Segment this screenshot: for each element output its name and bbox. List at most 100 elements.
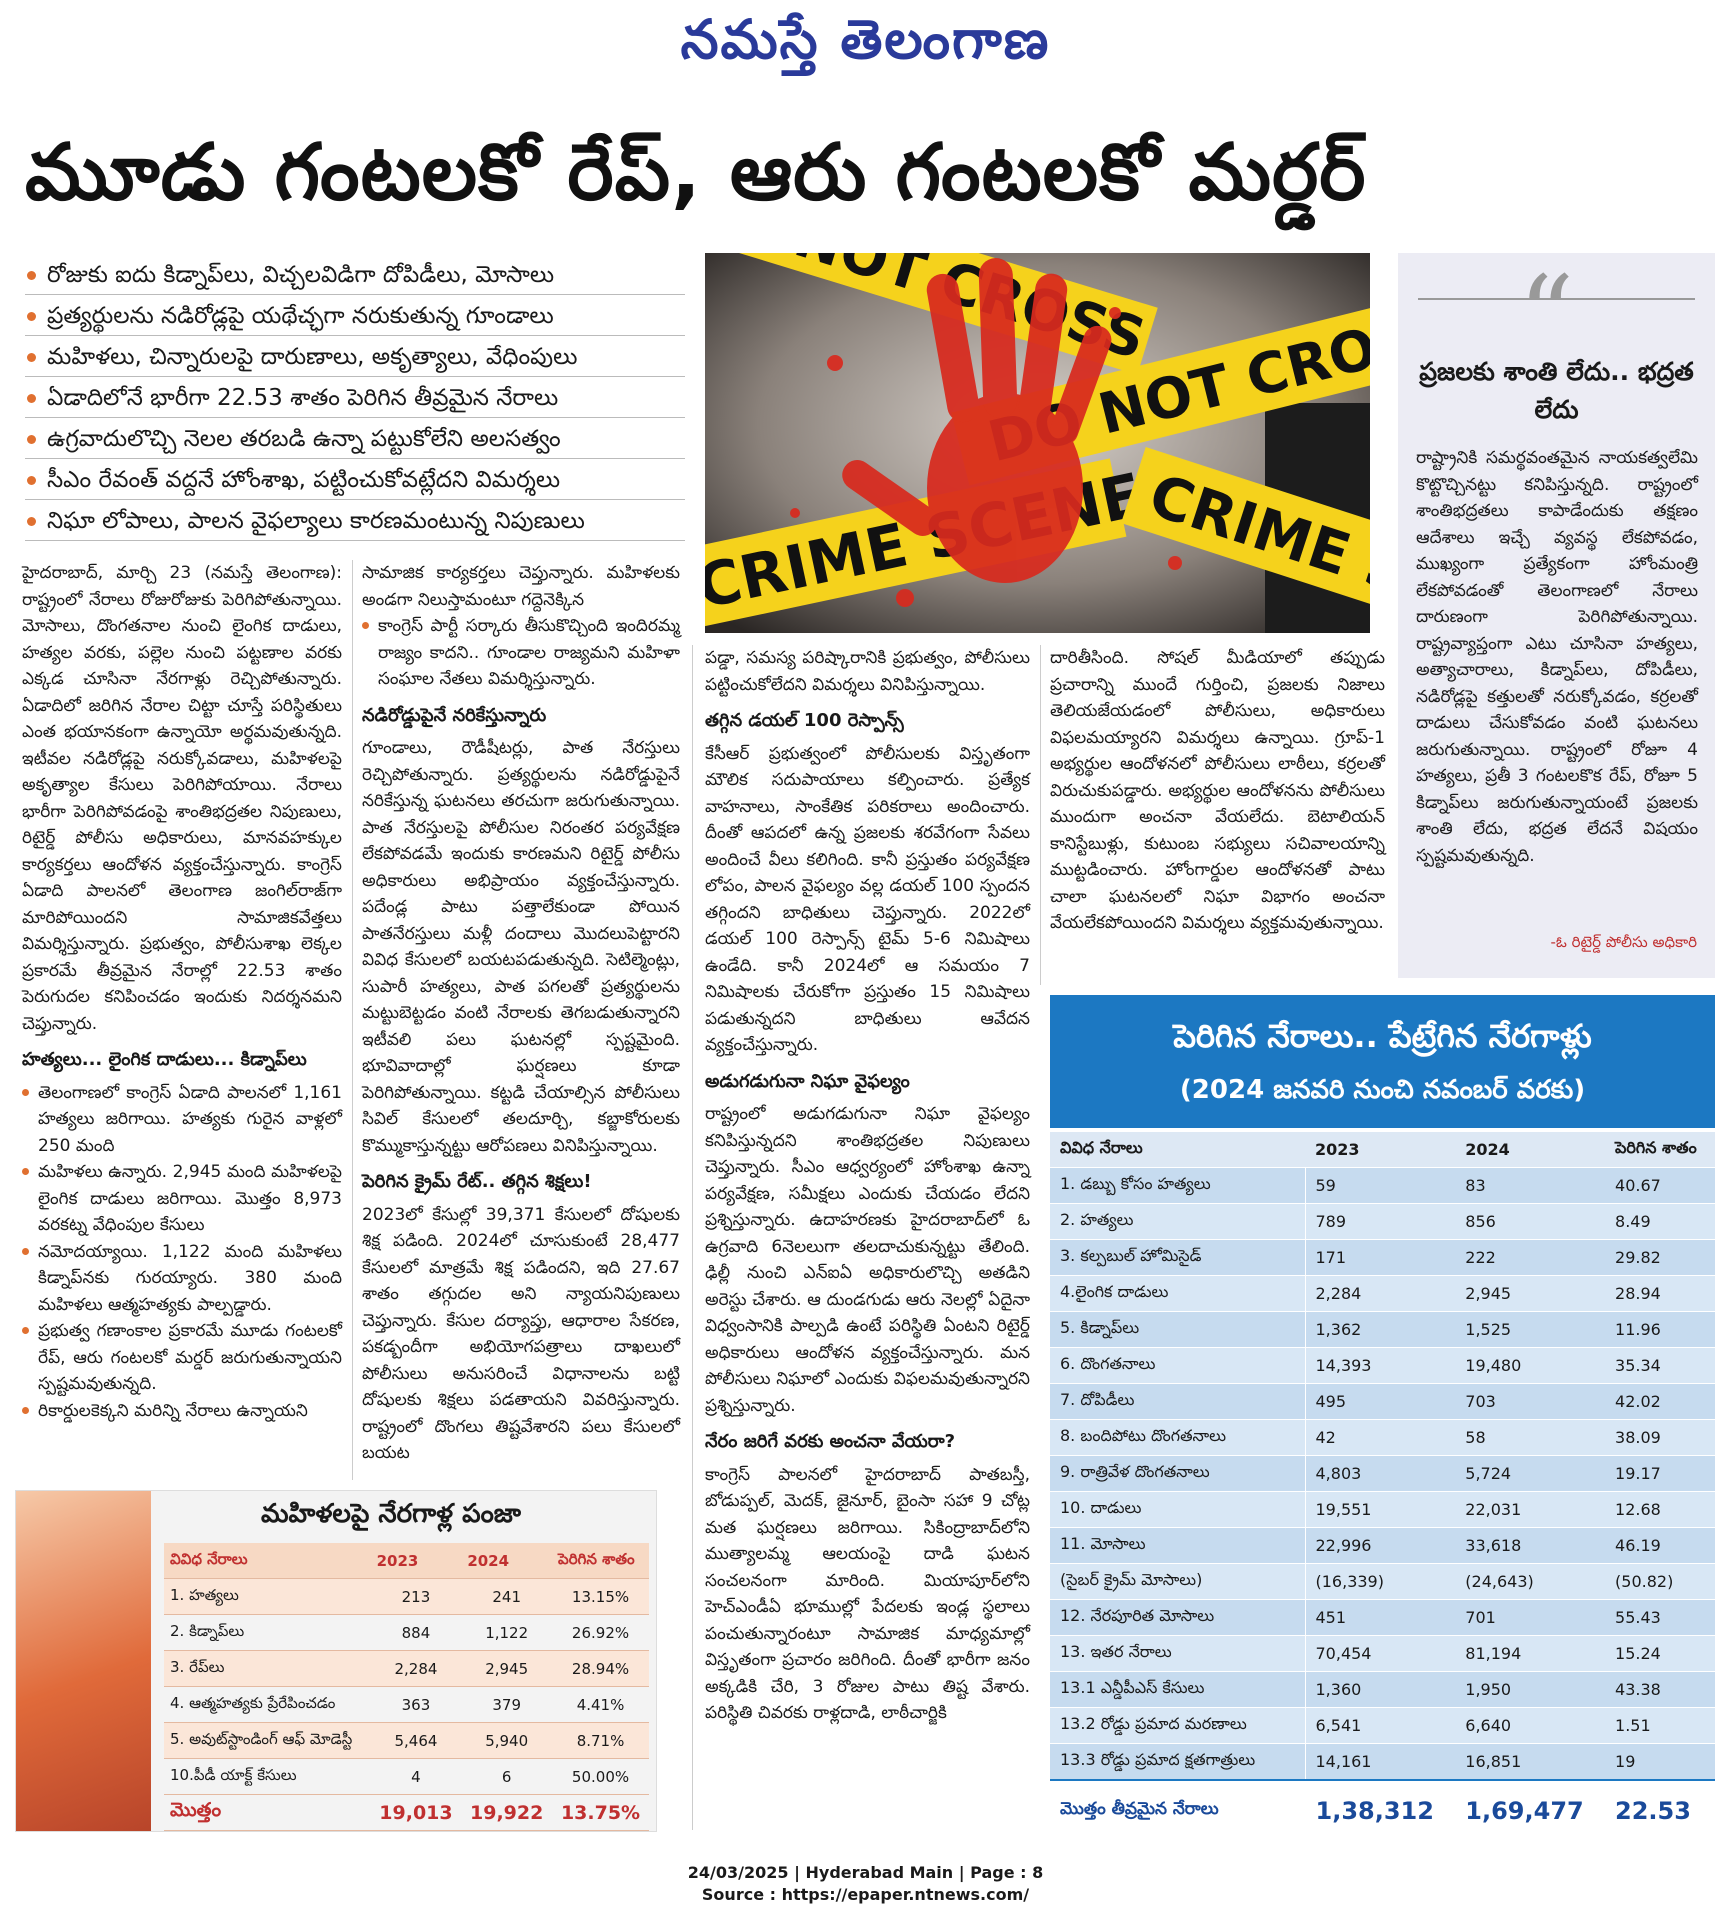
cell: 13.3 రోడ్డు ప్రమాద క్షతగాత్రులు [1050, 1743, 1306, 1781]
red-handprint [790, 258, 1182, 607]
table-row: 13. ఇతర నేరాలు 70,454 81,194 15.24 [1050, 1635, 1715, 1672]
header-cell: పెరిగిన శాతం [1605, 1132, 1715, 1168]
bullet-paragraph: రికార్డులకెక్కని మరిన్ని నేరాలు ఉన్నాయని [22, 1398, 342, 1425]
cell: 2,284 [370, 1650, 462, 1687]
cell: 29.82 [1605, 1239, 1715, 1276]
cell: 83 [1455, 1167, 1606, 1204]
cell: 1,525 [1455, 1311, 1606, 1348]
bullet-paragraph: కాంగ్రెస్ పార్టీ సర్కారు తీసుకొచ్చింది ఇ… [362, 613, 680, 693]
cell: 379 [461, 1686, 553, 1723]
cell: 789 [1305, 1203, 1456, 1240]
cell: 26.92% [552, 1614, 649, 1651]
bullet-item: ఏడాదిలోనే భారీగా 22.53 శాతం పెరిగిన తీవ్… [25, 381, 685, 418]
cell: 14,393 [1305, 1347, 1456, 1384]
cell: 2. హత్యలు [1050, 1203, 1306, 1240]
table-row: 2. హత్యలు 789 856 8.49 [1050, 1203, 1715, 1240]
article-column-2: సామాజిక కార్యకర్తలు చెప్తున్నారు. మహిళలక… [362, 560, 680, 1467]
cell: 58 [1455, 1419, 1606, 1456]
cell: 8. బందిపోటు దొంగతనాలు [1050, 1419, 1306, 1456]
cell: 6,640 [1455, 1707, 1606, 1744]
cell: 9. రాత్రివేళ దొంగతనాలు [1050, 1455, 1306, 1492]
footer-edition: 24/03/2025 | Hyderabad Main | Page : 8 [687, 1863, 1044, 1882]
table-row: (సైబర్ క్రైమ్ మోసాలు) (16,339) (24,643) (50… [1050, 1563, 1715, 1600]
cell: మొత్తం తీవ్రమైన నేరాలు [1050, 1779, 1306, 1842]
subheading: అడుగడుగునా నిఘా వైఫల్యం [705, 1070, 910, 1092]
bullet-item: నిఘా లోపాలు, పాలన వైఫల్యాలు కారణమంటున్న … [25, 504, 685, 541]
cell: 171 [1305, 1239, 1456, 1276]
cell: (50.82) [1605, 1563, 1715, 1600]
quote-mark-icon: “ [1518, 252, 1575, 380]
table-total-row: మొత్తం 19,013 19,922 13.75% [164, 1794, 649, 1831]
cell: 16,851 [1455, 1743, 1606, 1781]
table-row: 5. అవుట్‌స్టాండింగ్ ఆఫ్ మోడెస్టీ 5,464 5,9… [164, 1722, 649, 1759]
table-row: 1. హత్యలు 213 241 13.15% [164, 1578, 649, 1615]
cell: 2,284 [1305, 1275, 1456, 1312]
crime-stats-table: వివిధ నేరాలు 2023 2024 పెరిగిన శాతం 1. డ… [1050, 1132, 1715, 1842]
paragraph: కాంగ్రెస్ పాలనలో హైదరాబాద్ పాతబస్తీ, బోడ… [705, 1464, 1030, 1724]
table-row: 4.లైంగిక దాడులు 2,284 2,945 28.94 [1050, 1275, 1715, 1312]
header-cell: 2023 [1305, 1132, 1456, 1168]
cell: 1.51 [1605, 1707, 1715, 1744]
column-divider [692, 645, 693, 1830]
women-crimes-box: మహిళలపై నేరగాళ్ల పంజా వివిధ నేరాలు 2023 … [15, 1490, 657, 1832]
cell: 2,945 [461, 1650, 553, 1687]
header-cell: 2024 [461, 1543, 553, 1579]
paragraph: రాష్ట్రంలో అడుగడుగునా నిఘా వైఫల్యం కనిపి… [705, 1104, 1030, 1416]
cell: 4.లైంగిక దాడులు [1050, 1275, 1306, 1312]
article-column-1: హైదరాబాద్, మార్చి 23 (నమస్తే తెలంగాణ): ర… [22, 560, 342, 1424]
cell: 28.94 [1605, 1275, 1715, 1312]
cell: 1,950 [1455, 1671, 1606, 1708]
paragraph: పడ్డా, సమస్య పరిష్కారానికి ప్రభుత్వం, పో… [705, 648, 1030, 695]
table-row: 4. ఆత్మహత్యకు ప్రేరేపించడం 363 379 4.41% [164, 1686, 649, 1723]
table-row: 10.పీడీ యాక్ట్ కేసులు 4 6 50.00% [164, 1758, 649, 1795]
bullet-item: ఉగ్రవాదులొచ్చి నెలల తరబడి ఉన్నా పట్టుకోల… [25, 422, 685, 459]
cell: 22,031 [1455, 1491, 1606, 1528]
table-row: 1. డబ్బు కోసం హత్యలు 59 83 40.67 [1050, 1167, 1715, 1204]
masthead-logo: నమస్తే తెలంగాణ [680, 8, 1051, 71]
cell: 1,360 [1305, 1671, 1456, 1708]
bullet-item: సీఎం రేవంత్ వద్దనే హోంశాఖ, పట్టించుకోవట్… [25, 463, 685, 500]
cell: 701 [1455, 1599, 1606, 1636]
cell: 884 [370, 1614, 462, 1651]
cell: 19,013 [370, 1794, 462, 1831]
article-column-4: దారితీసింది. సోషల్ మీడియాలో తప్పుడు ప్రచ… [1050, 645, 1385, 937]
quote-body: రాష్ట్రానికి సమర్థవంతమైన నాయకత్వలేమి కొట… [1416, 448, 1698, 866]
column-divider [352, 560, 353, 1480]
table-row: 5. కిడ్నాప్‌లు 1,362 1,525 11.96 [1050, 1311, 1715, 1348]
table-row: 13.1 ఎన్డీపీఎస్ కేసులు 1,360 1,950 43.38 [1050, 1671, 1715, 1708]
headline: మూడు గంటలకో రేప్, ఆరు గంటలకో మర్డర్ [25, 128, 1367, 218]
header-cell: 2024 [1455, 1132, 1606, 1168]
table-row: 2. కిడ్నాప్‌లు 884 1,122 26.92% [164, 1614, 649, 1651]
subheading: నేరం జరిగే వరకు అంచనా వేయరా? [705, 1431, 956, 1452]
subheading: హత్యలు... లైంగిక దాడులు... కిడ్నాప్‌లు [22, 1049, 307, 1070]
cell: 10. దాడులు [1050, 1491, 1306, 1528]
cell: 13.1 ఎన్డీపీఎస్ కేసులు [1050, 1671, 1306, 1708]
cell: 11. మోసాలు [1050, 1527, 1306, 1564]
cell: 10.పీడీ యాక్ట్ కేసులు [164, 1758, 371, 1795]
cell: 50.00% [552, 1758, 649, 1795]
cell: 1,122 [461, 1614, 553, 1651]
crime-stats-box: పెరిగిన నేరాలు.. పేట్రేగిన నేరగాళ్లు (20… [1050, 995, 1715, 1842]
paragraph: సామాజిక కార్యకర్తలు చెప్తున్నారు. మహిళలక… [362, 563, 680, 610]
cell: 12.68 [1605, 1491, 1715, 1528]
table-row: 11. మోసాలు 22,996 33,618 46.19 [1050, 1527, 1715, 1564]
bullet-paragraph: మహిళలు ఉన్నారు. 2,945 మంది మహిళలపై లైంగి… [22, 1159, 342, 1239]
cell: 2. కిడ్నాప్‌లు [164, 1614, 371, 1651]
quote-source: -ఓ రిటైర్డ్ పోలీసు అధికారి [1550, 933, 1697, 951]
bullet-paragraph: తెలంగాణలో కాంగ్రెస్ ఏడాది పాలనలో 1,161 హ… [22, 1080, 342, 1160]
header-cell: 2023 [370, 1543, 462, 1579]
cell: 856 [1455, 1203, 1606, 1240]
paragraph: దారితీసింది. సోషల్ మీడియాలో తప్పుడు ప్రచ… [1050, 648, 1385, 933]
bullet-item: ప్రత్యర్థులను నడిరోడ్లపై యథేచ్ఛగా నరుకుత… [25, 299, 685, 336]
cell: 19,551 [1305, 1491, 1456, 1528]
cell: 6. దొంగతనాలు [1050, 1347, 1306, 1384]
cell: 7. దోపిడీలు [1050, 1383, 1306, 1420]
cell: 8.49 [1605, 1203, 1715, 1240]
cell: 2,945 [1455, 1275, 1606, 1312]
cell: 8.71% [552, 1722, 649, 1759]
table-title: పెరిగిన నేరాలు.. పేట్రేగిన నేరగాళ్లు [1173, 1017, 1592, 1055]
cell: 6,541 [1305, 1707, 1456, 1744]
cell: 13.75% [552, 1794, 649, 1831]
cell: 4. ఆత్మహత్యకు ప్రేరేపించడం [164, 1686, 371, 1723]
cell: 81,194 [1455, 1635, 1606, 1672]
